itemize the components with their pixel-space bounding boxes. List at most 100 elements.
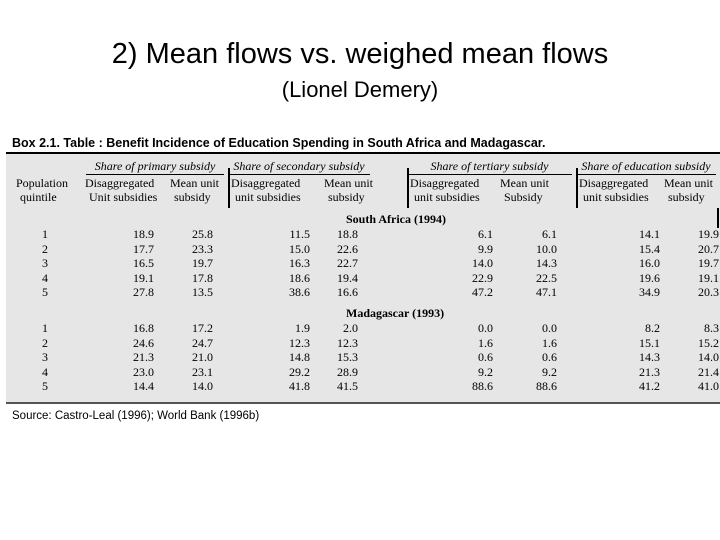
table-cell: 9.2	[542, 364, 557, 379]
table-cell: 17.8	[192, 270, 213, 285]
table-cell: 11.5	[289, 227, 310, 241]
table-cell: 47.2	[472, 285, 493, 300]
column-divider	[407, 168, 409, 208]
table-cell: 14.1	[639, 227, 660, 241]
table-cell: 23.0	[133, 364, 154, 379]
table-cell: 1.9	[295, 321, 310, 335]
table-cell: 17.2	[192, 321, 213, 335]
table-cell: 21.3	[639, 364, 660, 379]
table-cell: 19.4	[337, 270, 358, 285]
table-cell: 15.1	[639, 335, 660, 350]
population-header: quintile	[20, 190, 57, 204]
table-cell: 15.4	[639, 241, 660, 256]
column-divider	[717, 208, 719, 228]
section-heading: Madagascar (1993)	[346, 306, 445, 320]
column-header: Mean unit	[170, 176, 219, 190]
group-header: Share of tertiary subsidy	[407, 160, 572, 175]
table-cell: 41.0	[698, 379, 719, 394]
table-cell: 6.1	[542, 227, 557, 241]
table-cell: 8.3	[704, 321, 719, 335]
table-cell: 14.3	[639, 350, 660, 365]
column-header: unit subsidies	[583, 190, 649, 204]
column-header: Mean unit	[664, 176, 713, 190]
group-header: Share of primary subsidy	[86, 160, 224, 175]
slide-subtitle: (Lionel Demery)	[281, 77, 439, 102]
benefit-incidence-table: Share of primary subsidy Share of seconda…	[6, 154, 720, 404]
quintile-cell: 1	[42, 227, 48, 241]
column-header: Unit subsidies	[89, 190, 158, 204]
table-cell: 25.8	[192, 227, 213, 241]
table-cell: 29.2	[289, 364, 310, 379]
table-cell: 0.0	[478, 321, 493, 335]
table-cell: 16.5	[133, 256, 154, 271]
column-header: Mean unit	[500, 176, 549, 190]
table-cell: 12.3	[289, 335, 310, 350]
column-divider	[228, 168, 230, 208]
table-cell: 9.9	[478, 241, 493, 256]
slide-title: 2) Mean flows vs. weighed mean flows	[111, 38, 609, 70]
table-cell: 14.4	[133, 379, 154, 394]
table-cell: 41.8	[289, 379, 310, 394]
table-cell: 0.6	[478, 350, 493, 365]
source-note: Source: Castro-Leal (1996); World Bank (…	[12, 410, 260, 422]
column-header: unit subsidies	[235, 190, 301, 204]
column-header: Subsidy	[504, 190, 543, 204]
table-cell: 38.6	[289, 285, 310, 300]
table-cell: 23.1	[192, 364, 213, 379]
table-cell: 19.1	[698, 270, 719, 285]
table-cell: 0.6	[542, 350, 557, 365]
table-cell: 21.0	[192, 350, 213, 365]
table-cell: 41.2	[639, 379, 660, 394]
table-cell: 20.3	[698, 285, 719, 300]
table-cell: 19.6	[639, 270, 660, 285]
quintile-cell: 2	[42, 241, 48, 256]
table-cell: 19.7	[698, 256, 719, 271]
table-cell: 6.1	[478, 227, 493, 241]
section-heading: South Africa (1994)	[346, 212, 446, 226]
table-cell: 12.3	[337, 335, 358, 350]
table-cell: 17.7	[133, 241, 154, 256]
column-header: unit subsidies	[414, 190, 480, 204]
table-cell: 22.5	[536, 270, 557, 285]
quintile-cell: 3	[42, 256, 48, 271]
table-cell: 24.6	[133, 335, 154, 350]
table-cell: 24.7	[192, 335, 213, 350]
table-cell: 16.3	[289, 256, 310, 271]
table-cell: 27.8	[133, 285, 154, 300]
quintile-cell: 3	[42, 350, 48, 365]
column-header: subsidy	[174, 190, 211, 204]
column-header: Disaggregated	[85, 176, 155, 190]
quintile-cell: 5	[42, 379, 48, 394]
table-cell: 19.1	[133, 270, 154, 285]
table-cell: 0.0	[542, 321, 557, 335]
table-cell: 23.3	[192, 241, 213, 256]
quintile-cell: 4	[42, 270, 48, 285]
column-header: subsidy	[668, 190, 705, 204]
column-header: Disaggregated	[231, 176, 301, 190]
table-cell: 88.6	[472, 379, 493, 394]
table-cell: 16.6	[337, 285, 358, 300]
group-header: Share of secondary subsidy	[228, 160, 370, 175]
table-cell: 14.0	[472, 256, 493, 271]
table-cell: 8.2	[645, 321, 660, 335]
table-cell: 47.1	[536, 285, 557, 300]
table-cell: 20.7	[698, 241, 719, 256]
column-divider	[576, 168, 578, 208]
table-cell: 22.7	[337, 256, 358, 271]
column-header: Mean unit	[324, 176, 373, 190]
group-header: Share of education subsidy	[576, 160, 716, 175]
column-header: Disaggregated	[579, 176, 649, 190]
table-cell: 15.0	[289, 241, 310, 256]
table-cell: 19.7	[192, 256, 213, 271]
quintile-cell: 2	[42, 335, 48, 350]
quintile-cell: 5	[42, 285, 48, 300]
table-cell: 10.0	[536, 241, 557, 256]
table-top-rule	[6, 152, 720, 154]
table-cell: 9.2	[478, 364, 493, 379]
table-cell: 22.9	[472, 270, 493, 285]
quintile-cell: 4	[42, 364, 48, 379]
table-cell: 1.6	[542, 335, 557, 350]
table-cell: 16.0	[639, 256, 660, 271]
table-cell: 2.0	[343, 321, 358, 335]
table-cell: 41.5	[337, 379, 358, 394]
